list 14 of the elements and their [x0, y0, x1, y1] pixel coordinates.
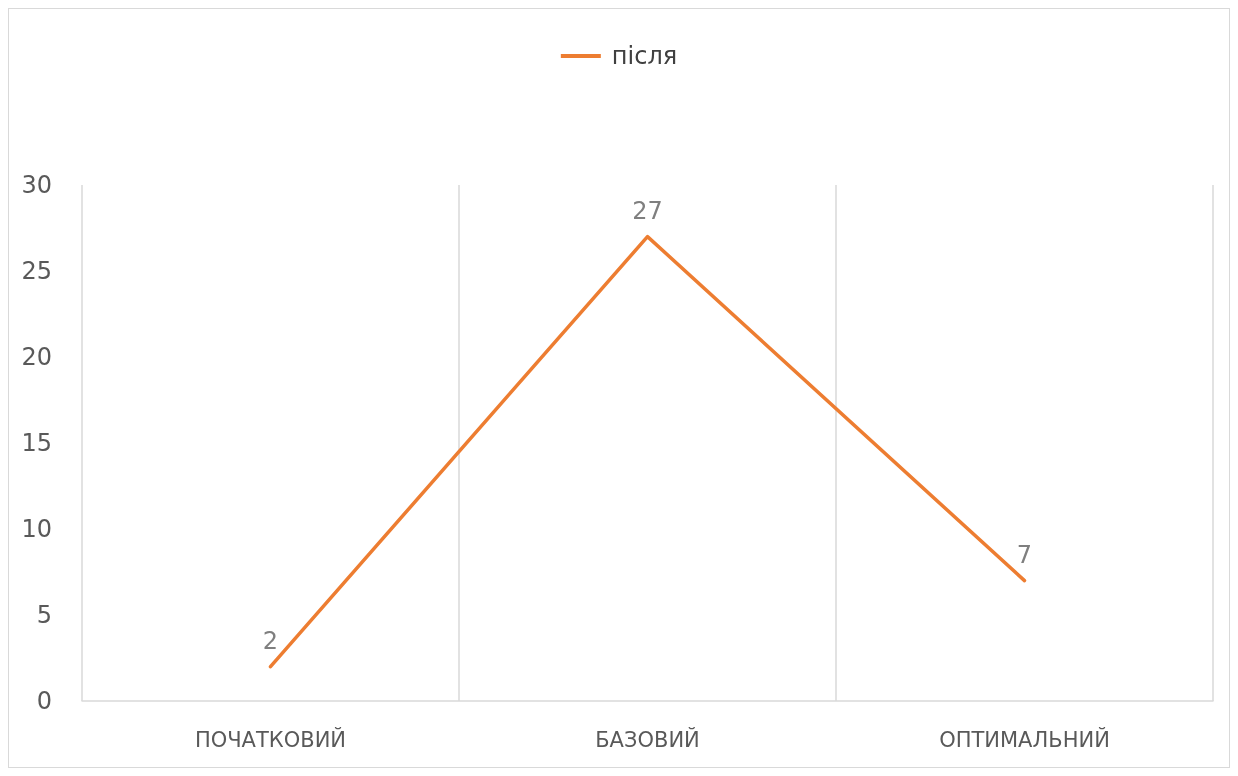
y-tick-label: 25 [21, 257, 52, 285]
legend-label: після [611, 42, 678, 70]
y-tick-label: 15 [21, 429, 52, 457]
y-tick-label: 0 [36, 687, 52, 715]
y-tick-label: 30 [21, 171, 52, 199]
x-tick-label: БАЗОВИЙ [595, 726, 700, 752]
x-tick-label: ПОЧАТКОВИЙ [194, 726, 347, 752]
data-label: 7 [1016, 540, 1033, 569]
y-tick-label: 20 [21, 343, 52, 371]
data-label: 2 [262, 626, 279, 655]
y-tick-label: 5 [36, 601, 52, 629]
y-tick-label: 10 [21, 515, 52, 543]
data-label: 27 [632, 196, 663, 225]
x-tick-label: ОПТИМАЛЬНИЙ [939, 726, 1110, 752]
